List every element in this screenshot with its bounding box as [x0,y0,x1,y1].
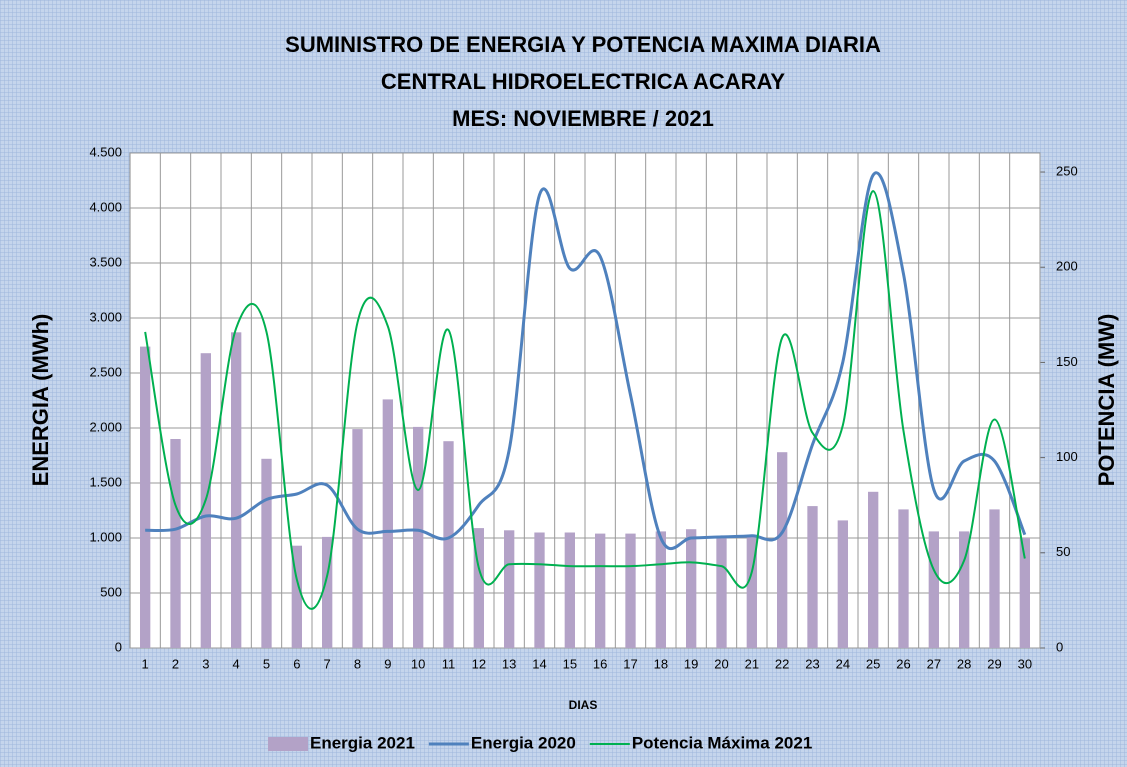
x-tick-label: 18 [654,656,668,671]
y2-tick-label: 250 [1056,163,1078,178]
x-tick-label: 19 [684,656,698,671]
x-tick-label: 21 [745,656,759,671]
x-tick-label: 23 [805,656,819,671]
y2-tick-label: 150 [1056,354,1078,369]
x-tick-label: 29 [987,656,1001,671]
x-tick-label: 27 [927,656,941,671]
bar [170,439,181,648]
bar [534,532,545,648]
chart-title: CENTRAL HIDROELECTRICA ACARAY [381,69,785,94]
legend-label: Energia 2020 [471,733,576,752]
bar [868,491,879,648]
y-tick-label: 4.500 [89,144,122,159]
x-tick-label: 25 [866,656,880,671]
bar [989,509,1000,648]
bar [291,545,302,648]
bar [352,429,363,648]
bar [443,441,454,648]
bar [898,509,909,648]
x-tick-label: 7 [324,656,331,671]
bar [473,528,484,648]
y2-tick-label: 0 [1056,639,1063,654]
bar [686,529,697,648]
bar [928,531,939,648]
x-tick-label: 11 [442,656,456,671]
x-tick-label: 10 [411,656,425,671]
x-tick-label: 13 [502,656,516,671]
x-tick-label: 24 [836,656,850,671]
y2-tick-label: 200 [1056,259,1078,274]
bar [959,531,970,648]
x-tick-label: 3 [202,656,209,671]
y-tick-label: 2.000 [89,419,122,434]
x-tick-label: 12 [472,656,486,671]
x-tick-label: 30 [1018,656,1032,671]
y2-axis-title: POTENCIA (MW) [1094,314,1119,487]
bar [382,399,393,648]
y-tick-label: 0 [115,639,122,654]
bar [140,346,151,648]
y-tick-label: 500 [100,584,122,599]
y2-tick-label: 100 [1056,449,1078,464]
x-tick-label: 6 [293,656,300,671]
x-tick-label: 15 [563,656,577,671]
x-tick-label: 5 [263,656,270,671]
bar [716,535,727,648]
y-tick-label: 1.000 [89,529,122,544]
legend-label: Energia 2021 [310,733,415,752]
x-tick-label: 8 [354,656,361,671]
x-tick-label: 14 [532,656,546,671]
y-tick-label: 2.500 [89,364,122,379]
chart-title: MES: NOVIEMBRE / 2021 [452,106,714,131]
line [145,171,1027,551]
bar [807,506,818,648]
y-tick-label: 4.000 [89,199,122,214]
x-tick-label: 2 [172,656,179,671]
x-axis-title: DIAS [569,698,598,712]
bar [504,530,515,648]
x-tick-label: 26 [896,656,910,671]
bar [777,452,788,648]
y-axis-title: ENERGIA (MWh) [28,314,53,487]
legend-label: Potencia Máxima 2021 [632,733,812,752]
legend-swatch [268,737,308,751]
x-tick-label: 17 [623,656,637,671]
bar [655,531,666,648]
bar [595,533,606,648]
x-tick-label: 28 [957,656,971,671]
y2-tick-label: 50 [1056,544,1070,559]
bar [837,520,848,648]
bar [564,532,575,648]
y-tick-label: 3.500 [89,254,122,269]
x-tick-label: 16 [593,656,607,671]
bar [231,332,242,648]
x-tick-label: 1 [142,656,149,671]
bar [322,536,333,648]
bar [625,533,636,648]
x-tick-label: 9 [384,656,391,671]
x-tick-label: 20 [714,656,728,671]
line [144,190,1026,610]
x-tick-label: 4 [233,656,240,671]
chart-title: SUMINISTRO DE ENERGIA Y POTENCIA MAXIMA … [285,32,881,57]
bar [413,426,424,648]
bar [261,458,272,648]
bar [1019,538,1030,648]
x-tick-label: 22 [775,656,789,671]
y-tick-label: 3.000 [89,309,122,324]
bar [746,535,757,648]
y-tick-label: 1.500 [89,474,122,489]
